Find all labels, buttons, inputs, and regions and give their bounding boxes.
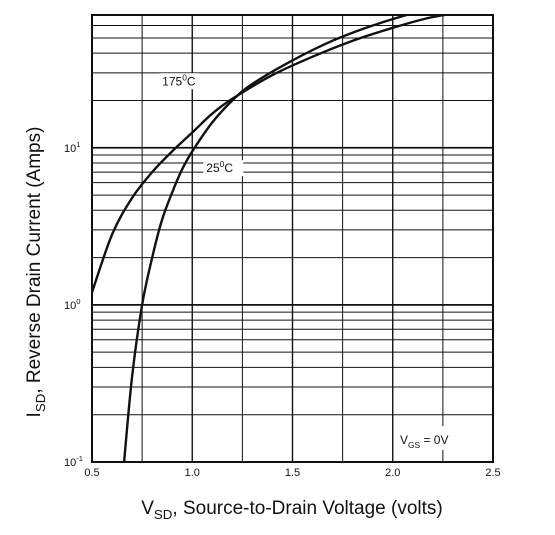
y-tick-label: 100: [64, 297, 81, 312]
x-axis-label: VSD, Source-to-Drain Voltage (volts): [141, 498, 443, 522]
grid-lines: [91, 14, 494, 463]
series-curves: [92, 15, 453, 462]
x-tick-label: 2.5: [485, 467, 500, 479]
x-tick-label: 0.5: [84, 467, 99, 479]
x-tick-label: 2.0: [385, 467, 400, 479]
y-tick-labels: 10-1 100 101: [64, 140, 83, 469]
x-tick-label: 1.5: [285, 467, 300, 479]
series-175c-label: 1750C: [162, 72, 196, 88]
condition-label: VGS = 0V: [400, 433, 448, 450]
series-labels: 1750C 250C: [159, 72, 244, 177]
series-label-backing: [203, 160, 244, 177]
x-tick-labels: 0.5 1.0 1.5 2.0 2.5: [84, 467, 500, 479]
y-tick-label: 10-1: [64, 454, 83, 469]
series-label-backing: [159, 73, 200, 90]
series-25c-line: [122, 15, 411, 462]
y-tick-label: 101: [64, 140, 81, 155]
series-175c-line: [92, 15, 453, 293]
x-tick-label: 1.0: [185, 467, 200, 479]
y-axis-label: ISD, Reverse Drain Current (Amps): [24, 127, 48, 418]
series-25c-label: 250C: [206, 159, 233, 175]
plot-frame: [91, 14, 494, 463]
condition-label-backing: [394, 426, 488, 450]
